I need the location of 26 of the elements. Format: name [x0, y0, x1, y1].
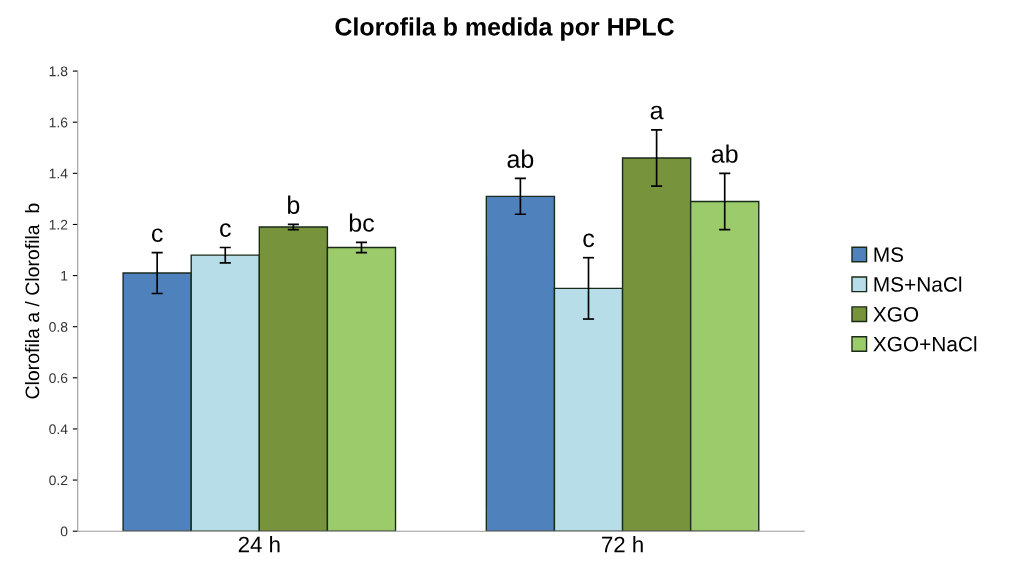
- annotation: a: [650, 105, 664, 120]
- annotation: bc: [349, 213, 375, 232]
- y-tick-label: 0: [60, 526, 68, 537]
- annotation: ab: [507, 149, 534, 168]
- legend-label: XGO+NaCl: [873, 336, 977, 352]
- annotation: c: [151, 228, 163, 243]
- annotation: c: [583, 233, 595, 248]
- y-tick-label: 0.6: [49, 373, 68, 383]
- legend-label: XGO: [873, 306, 919, 322]
- y-tick-label: 1.8: [49, 66, 68, 77]
- y-tick-label: 0.2: [49, 475, 68, 486]
- y-tick-label: 0.4: [49, 424, 68, 435]
- chart-title: Clorofila b medida por HPLC: [335, 17, 674, 41]
- y-tick-label: 1.6: [49, 117, 68, 128]
- y-tick-label: 1.2: [49, 219, 68, 230]
- x-tick-label: 72 h: [602, 536, 643, 553]
- y-tick-label: 0.8: [49, 322, 68, 332]
- y-tick-label: 1: [61, 271, 68, 281]
- legend-label: MS: [874, 247, 904, 262]
- annotation: ab: [711, 144, 738, 163]
- annotation: c: [220, 223, 231, 237]
- y-axis-title: Clorofila a / Clorofila b: [24, 203, 40, 399]
- x-tick-label: 24 h: [238, 536, 280, 553]
- annotation: b: [288, 195, 300, 214]
- legend-label: MS+NaCl: [874, 276, 962, 292]
- y-tick-label: 1.4: [49, 168, 68, 179]
